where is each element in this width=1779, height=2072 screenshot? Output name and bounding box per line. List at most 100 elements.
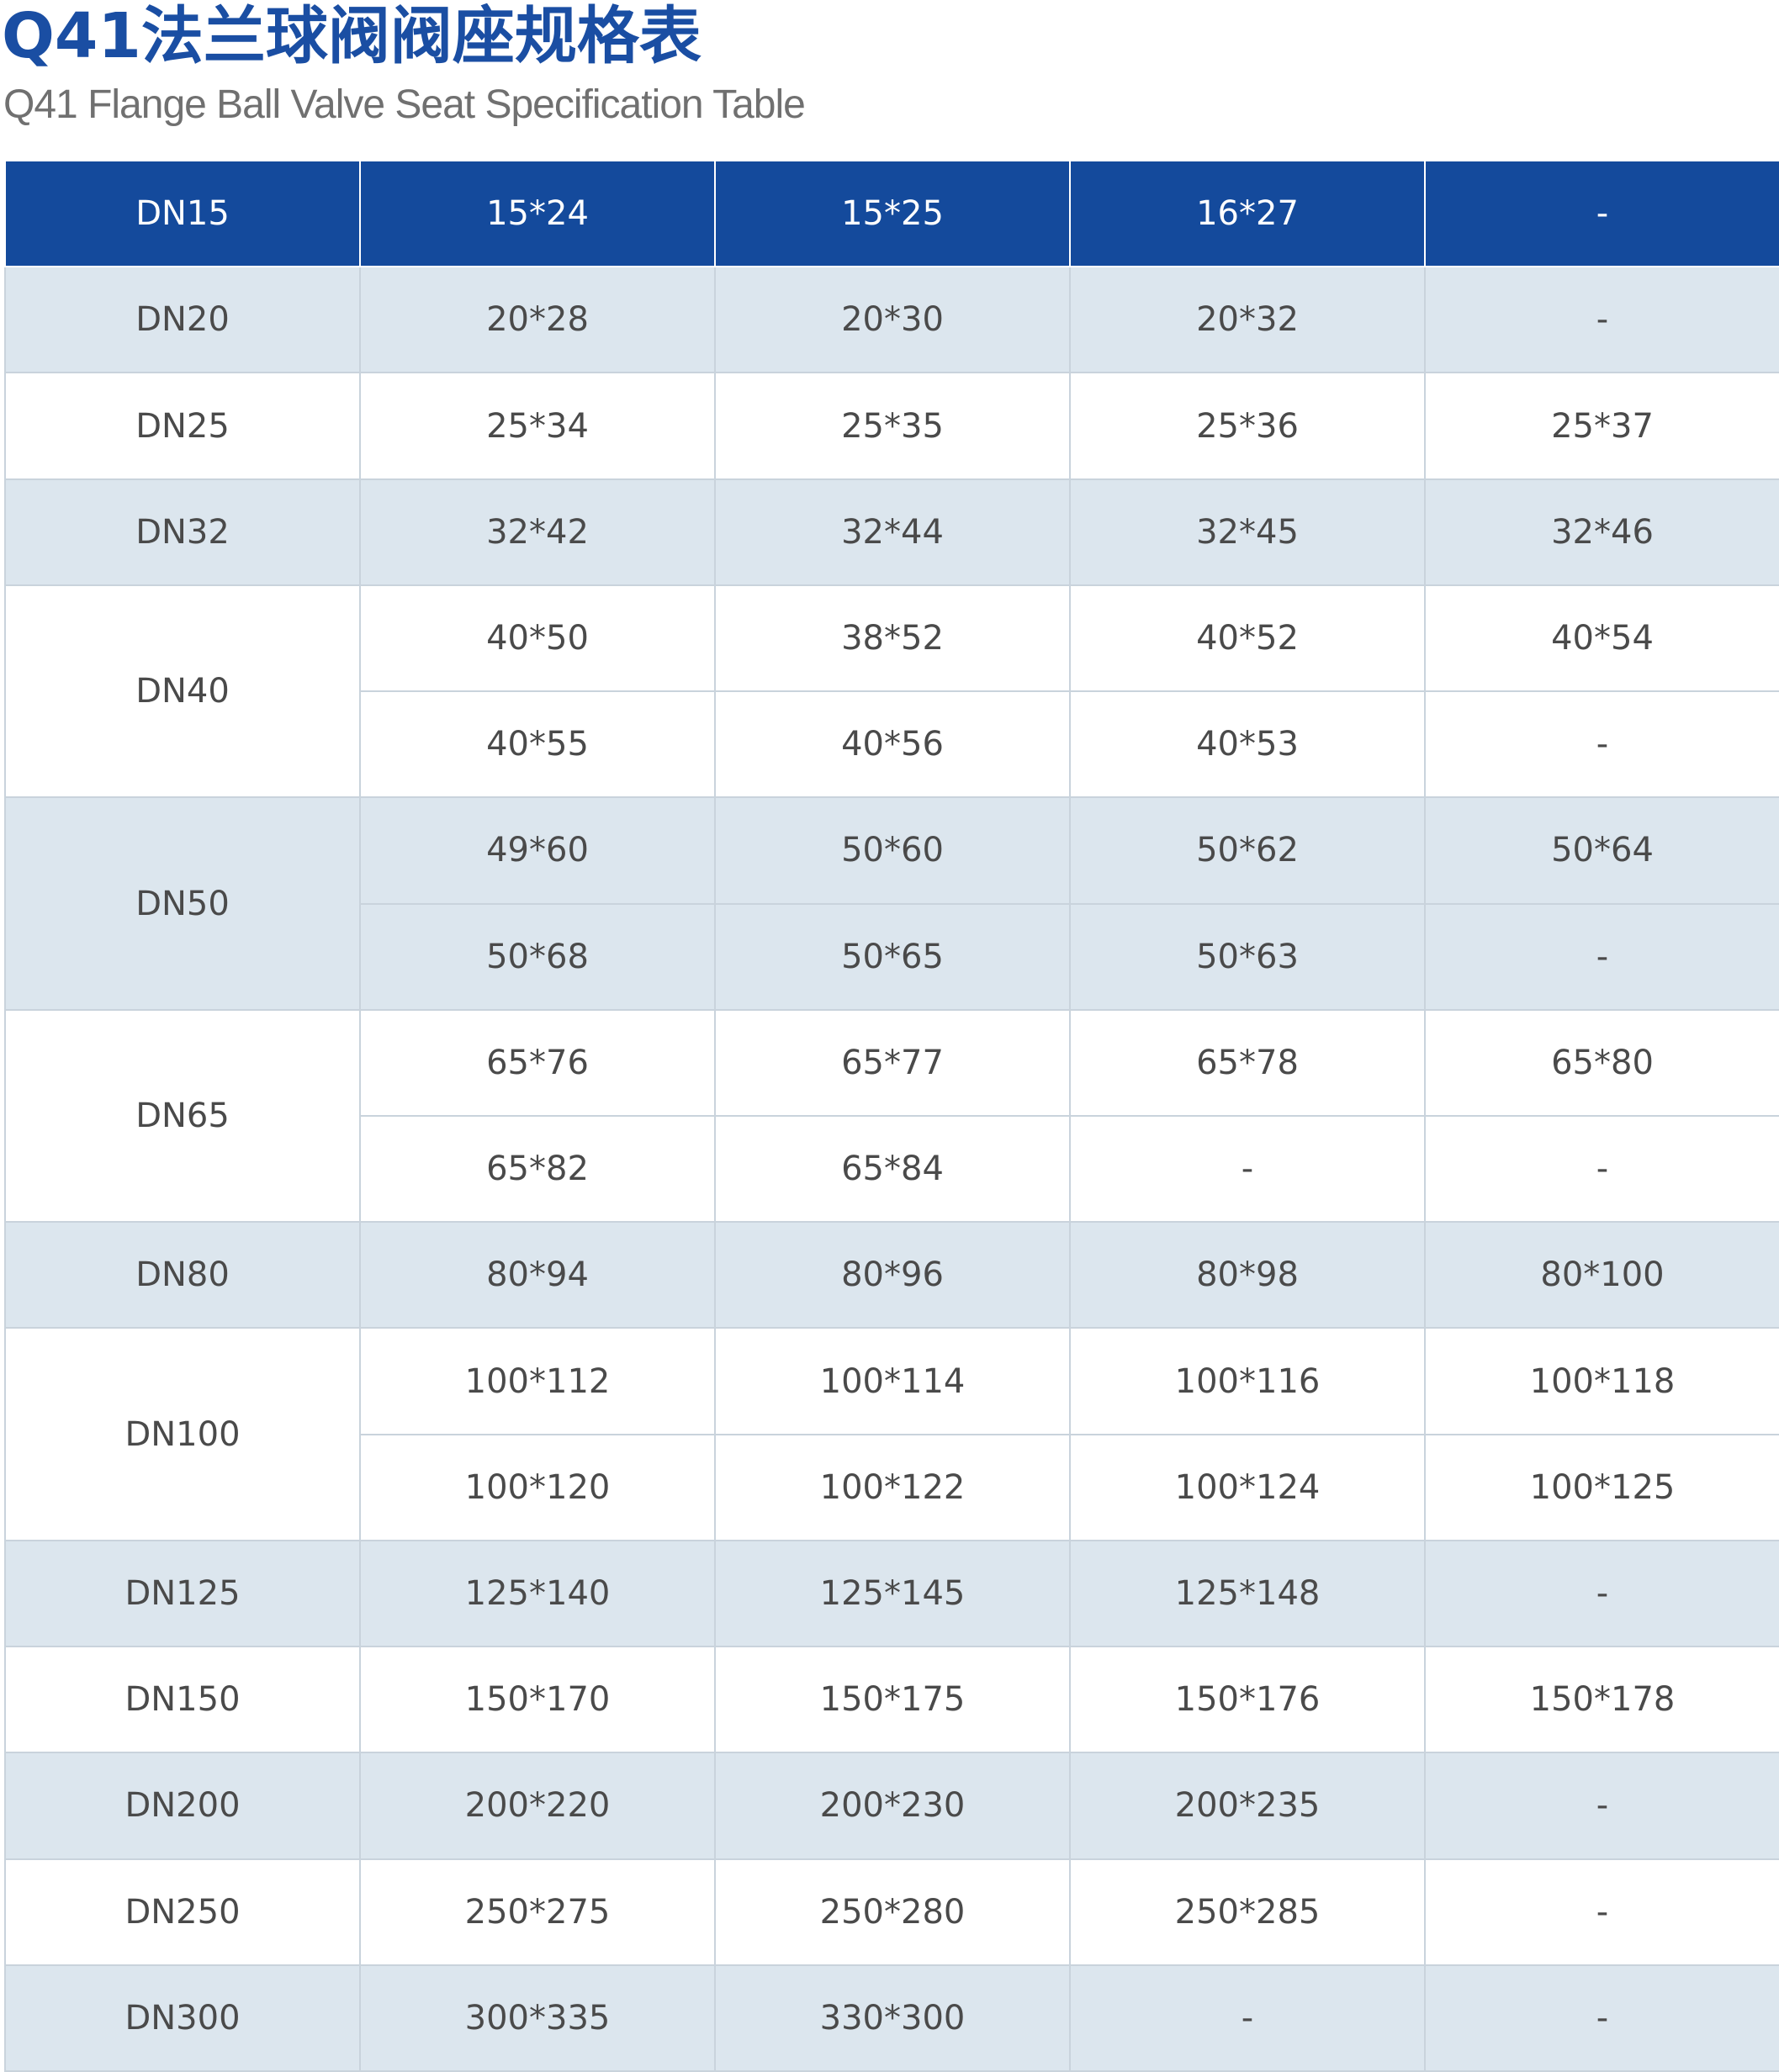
seat-spec-cell: 100*120	[359, 1433, 716, 1541]
seat-spec-cell: 65*77	[714, 1008, 1071, 1117]
seat-spec-cell: 15*24	[359, 159, 716, 268]
seat-spec-cell: 100*125	[1424, 1433, 1779, 1541]
dn-size-cell: DN40	[4, 584, 361, 799]
dn-size-cell: DN200	[4, 1752, 361, 1860]
table-row: 50*68 50*65 50*63-	[5, 902, 1779, 1011]
seat-spec-cell: 50*60	[714, 796, 1071, 905]
dn-size-cell: DN20	[4, 266, 361, 374]
seat-spec-cell: -	[1424, 1114, 1779, 1224]
table-row: DN200 200*220 200*230 200*235-	[4, 1752, 1779, 1860]
seat-spec-cell: -	[1424, 1858, 1779, 1966]
table-row: DN125 125*140 125*145 125*148-	[4, 1539, 1779, 1648]
seat-spec-cell: 32*45	[1069, 478, 1426, 586]
seat-spec-cell: 150*170	[359, 1646, 716, 1754]
dn-size-cell: DN300	[4, 1964, 361, 2072]
table-row: DN80 80*94 80*96 80*98 80*100	[4, 1221, 1779, 1329]
dn-size-cell: DN25	[4, 372, 361, 480]
table-row: DN32 32*42 32*44 32*45 32*46	[4, 478, 1779, 586]
spec-table-body: DN15 15*24 15*25 16*27- DN20 20*28 20*30 20*32-…	[4, 159, 1779, 2072]
seat-spec-cell: 80*98	[1069, 1221, 1426, 1329]
seat-spec-cell: 25*34	[359, 372, 716, 480]
seat-spec-cell: 25*36	[1069, 372, 1426, 480]
seat-spec-cell: -	[1424, 902, 1779, 1011]
seat-spec-cell: 40*54	[1424, 584, 1779, 693]
seat-spec-cell: 50*68	[359, 902, 716, 1011]
seat-spec-cell: 100*124	[1069, 1433, 1426, 1541]
seat-spec-cell: 65*78	[1069, 1008, 1426, 1117]
seat-spec-cell: 250*285	[1069, 1858, 1426, 1966]
dn-size-cell: DN100	[4, 1327, 361, 1541]
table-row: DN65 65*76 65*77 65*78 65*80	[4, 1008, 1779, 1224]
seat-spec-cell: -	[1069, 1964, 1426, 2072]
seat-spec-cell: 80*96	[714, 1221, 1071, 1329]
seat-spec-cell: 40*50	[359, 584, 716, 693]
table-row: DN20 20*28 20*30 20*32-	[4, 266, 1779, 374]
seat-spec-cell: 49*60	[359, 796, 716, 905]
seat-spec-cell: 150*176	[1069, 1646, 1426, 1754]
seat-spec-cell: 200*230	[714, 1752, 1071, 1860]
seat-spec-cell: 80*100	[1424, 1221, 1779, 1329]
seat-spec-cell: 32*42	[359, 478, 716, 586]
seat-spec-cell: 25*35	[714, 372, 1071, 480]
table-row: DN50 49*60 50*60 50*62 50*64	[4, 796, 1779, 1011]
seat-spec-cell: 20*30	[714, 266, 1071, 374]
seat-spec-cell: -	[1424, 1539, 1779, 1648]
table-row: DN40 40*50 38*52 40*52 40*54	[4, 584, 1779, 799]
page-subtitle: Q41 Flange Ball Valve Seat Specification…	[3, 82, 806, 127]
seat-spec-cell: 50*64	[1424, 796, 1779, 905]
dn-size-cell: DN50	[4, 796, 361, 1011]
seat-spec-cell: 38*52	[714, 584, 1071, 693]
dn-size-cell: DN250	[4, 1858, 361, 1966]
seat-spec-cell: -	[1424, 266, 1779, 374]
seat-spec-cell: 125*140	[359, 1539, 716, 1648]
seat-spec-cell: 200*235	[1069, 1752, 1426, 1860]
seat-spec-cell: 80*94	[359, 1221, 716, 1329]
seat-spec-cell: 50*63	[1069, 902, 1426, 1011]
seat-spec-cell: 20*32	[1069, 266, 1426, 374]
dn-size-cell: DN150	[4, 1646, 361, 1754]
seat-spec-cell: 32*46	[1424, 478, 1779, 586]
seat-spec-cell: 50*65	[714, 902, 1071, 1011]
seat-spec-cell: 32*44	[714, 478, 1071, 586]
seat-spec-cell: 250*275	[359, 1858, 716, 1966]
seat-spec-cell: 100*118	[1424, 1327, 1779, 1435]
seat-spec-cell: -	[1424, 690, 1779, 799]
dn-size-cell: DN32	[4, 478, 361, 586]
page-title: Q41法兰球阀阀座规格表	[2, 0, 702, 72]
spec-table: DN15 15*24 15*25 16*27- DN20 20*28 20*30 20*32-…	[4, 159, 1779, 2072]
table-row: DN15 15*24 15*25 16*27-	[4, 159, 1779, 268]
seat-spec-cell: 40*56	[714, 690, 1071, 799]
seat-spec-cell: 250*280	[714, 1858, 1071, 1966]
seat-spec-cell: 100*122	[714, 1433, 1071, 1541]
seat-spec-cell: 200*220	[359, 1752, 716, 1860]
dn-size-cell: DN125	[4, 1539, 361, 1648]
seat-spec-cell: 40*55	[359, 690, 716, 799]
seat-spec-cell: 40*52	[1069, 584, 1426, 693]
table-row: DN300 300*335 330*300- -	[4, 1964, 1779, 2072]
seat-spec-cell: 65*82	[359, 1114, 716, 1224]
seat-spec-cell: 25*37	[1424, 372, 1779, 480]
seat-spec-cell: 20*28	[359, 266, 716, 374]
seat-spec-cell: -	[1424, 159, 1779, 268]
seat-spec-cell: 40*53	[1069, 690, 1426, 799]
table-row: DN250 250*275 250*280 250*285-	[4, 1858, 1779, 1966]
dn-size-cell: DN80	[4, 1221, 361, 1329]
table-row: DN25 25*34 25*35 25*36 25*37	[4, 372, 1779, 480]
seat-spec-cell: 65*84	[714, 1114, 1071, 1224]
table-row: 40*55 40*56 40*53-	[5, 690, 1779, 799]
seat-spec-cell: 100*116	[1069, 1327, 1426, 1435]
seat-spec-cell: 125*145	[714, 1539, 1071, 1648]
table-row: DN100 100*112 100*114 100*116 100*118	[4, 1327, 1779, 1541]
seat-spec-cell: 65*80	[1424, 1008, 1779, 1117]
seat-spec-cell: -	[1424, 1752, 1779, 1860]
seat-spec-cell: 100*112	[359, 1327, 716, 1435]
seat-spec-cell: 100*114	[714, 1327, 1071, 1435]
dn-size-cell: DN15	[4, 159, 361, 268]
seat-spec-cell: 15*25	[714, 159, 1071, 268]
seat-spec-cell: 125*148	[1069, 1539, 1426, 1648]
seat-spec-cell: 300*335	[359, 1964, 716, 2072]
seat-spec-cell: 150*175	[714, 1646, 1071, 1754]
dn-size-cell: DN65	[4, 1008, 361, 1224]
table-row: 100*120 100*122 100*124 100*125	[5, 1433, 1779, 1541]
table-row: DN150 150*170 150*175 150*176 150*178	[4, 1646, 1779, 1754]
